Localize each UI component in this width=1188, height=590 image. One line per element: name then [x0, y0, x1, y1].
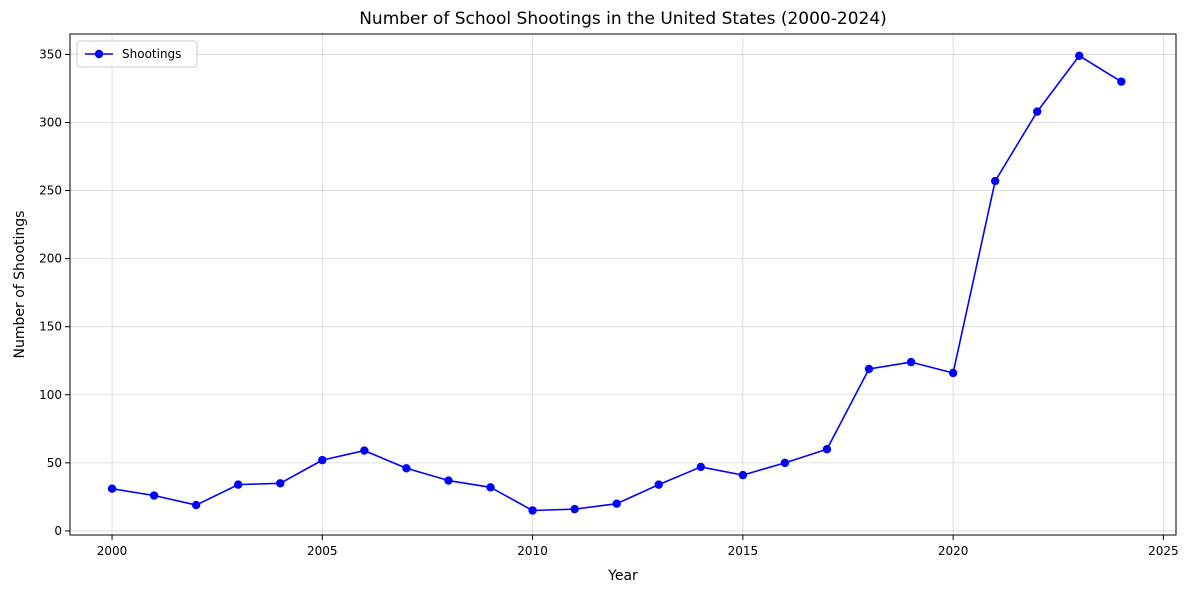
data-point-marker [107, 484, 117, 493]
data-point-marker [360, 446, 369, 455]
x-tick-label: 2025 [1148, 544, 1179, 558]
plot-area-frame [69, 33, 1177, 536]
y-tick-label: 50 [47, 456, 62, 470]
y-tick-label: 200 [39, 252, 62, 266]
data-point-marker [234, 480, 243, 489]
data-point-marker [654, 480, 663, 489]
x-axis-title: Year [607, 568, 638, 584]
x-tick-label: 2010 [517, 544, 548, 558]
data-point-marker [864, 364, 874, 374]
data-point-marker [738, 470, 748, 480]
legend-label: Shootings [122, 47, 181, 61]
chart-title: Number of School Shootings in the United… [359, 9, 887, 29]
data-point-marker [402, 464, 411, 473]
x-tick-label: 2015 [728, 544, 759, 558]
data-point-marker [149, 491, 159, 500]
data-point-marker [276, 479, 285, 488]
grid-lines [70, 34, 1176, 535]
x-tick-label: 2005 [307, 544, 338, 558]
data-point-marker [612, 499, 621, 508]
y-tick-label: 300 [39, 115, 62, 129]
data-series [107, 51, 1126, 515]
data-point-marker [780, 458, 790, 468]
legend-box [76, 40, 198, 68]
data-point-marker [1033, 107, 1042, 116]
y-tick-label: 150 [39, 320, 62, 334]
data-point-marker [570, 504, 579, 514]
y-tick-label: 0 [54, 524, 62, 538]
data-point-marker [822, 445, 832, 454]
data-point-marker [990, 176, 1000, 186]
legend: Shootings [76, 40, 198, 68]
axes: 2000 2005 2010 2015 2020 2025 0 50 100 150 200 250 3… [39, 47, 1179, 558]
data-point-marker [318, 455, 327, 465]
y-axis-title: Number of Shootings [12, 211, 28, 359]
y-tick-label: 100 [39, 388, 62, 402]
y-tick-label: 250 [39, 184, 62, 198]
y-tick-label: 350 [39, 47, 62, 61]
legend-marker-swatch [94, 49, 104, 59]
data-point-marker [528, 506, 537, 515]
data-point-marker [906, 357, 916, 367]
x-tick-label: 2020 [938, 544, 969, 558]
data-point-marker [1117, 77, 1126, 86]
data-point-marker [696, 462, 705, 472]
data-point-marker [948, 368, 958, 378]
data-point-marker [1075, 51, 1084, 60]
data-point-marker [191, 500, 201, 510]
data-point-marker [444, 476, 453, 485]
data-point-marker [486, 483, 495, 492]
x-tick-label: 2000 [97, 544, 128, 558]
